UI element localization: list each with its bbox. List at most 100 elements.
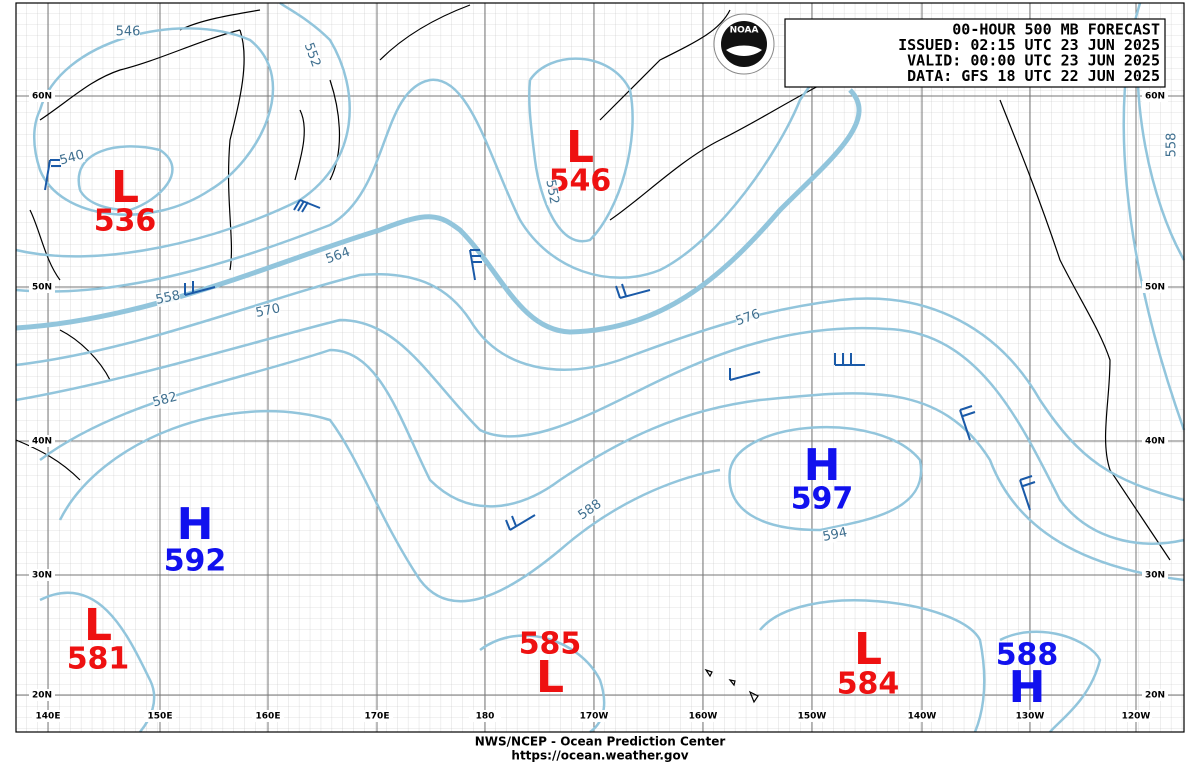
system-letter: L (84, 600, 112, 651)
system-letter: H (804, 440, 841, 491)
lat-label-bg (29, 90, 55, 102)
header-line: ISSUED: 02:15 UTC 23 JUN 2025 (898, 36, 1160, 54)
lon-label-bg (796, 710, 828, 722)
lon-label-bg (469, 710, 501, 722)
lat-label-bg (1142, 569, 1168, 581)
logo-text: NOAA (730, 26, 759, 36)
lon-label-bg (144, 710, 176, 722)
contour-label-bg (543, 178, 561, 206)
contour-label-group: 594 (821, 525, 848, 545)
lon-label-bg (578, 710, 610, 722)
header-line: 00-HOUR 500 MB FORECAST (952, 21, 1160, 39)
contour-label: 594 (821, 525, 848, 545)
height-contours (15, 1, 1186, 734)
latitude-label: 50N (32, 283, 52, 293)
latitude-label: 20N (32, 691, 52, 701)
latitude-label: 60N (1145, 92, 1165, 102)
contour-label-bg (116, 25, 140, 39)
contour-label-bg (324, 245, 352, 267)
system-value: 592 (164, 544, 227, 579)
longitude-label: 170E (365, 712, 390, 722)
contour-label: 540 (58, 148, 86, 169)
longitude-label: 150E (148, 712, 173, 722)
contour-label-bg (1165, 133, 1179, 157)
major-grid (16, 3, 1184, 732)
lat-label-bg (29, 689, 55, 701)
contour-label-group: 558 (154, 288, 181, 308)
lon-label-bg (906, 710, 938, 722)
lat-label-bg (29, 281, 55, 293)
system-letter: L (111, 162, 139, 213)
contour-label: 546 (116, 25, 141, 40)
contour-label-group: 558 (1165, 133, 1180, 158)
map-frame (15, 2, 1185, 733)
contour-label-bg (151, 390, 179, 410)
contour-label-bg (576, 497, 604, 523)
longitude-label: 160E (256, 712, 281, 722)
system-letter: L (566, 122, 594, 173)
lon-label-bg (361, 710, 393, 722)
logo: NOAA (713, 13, 775, 75)
lon-label-bg (1120, 710, 1152, 722)
longitude-label: 170W (580, 712, 609, 722)
latitude-label: 30N (32, 571, 52, 581)
system-letter: H (177, 499, 214, 550)
contour-label: 558 (1165, 133, 1180, 158)
longitude-label: 120W (1122, 712, 1151, 722)
contour-label-bg (734, 307, 762, 329)
header-line: DATA: GFS 18 UTC 22 JUN 2025 (907, 67, 1160, 85)
system-letter: L (854, 624, 882, 675)
lon-label-bg (32, 710, 64, 722)
system-value: 584 (837, 667, 900, 702)
latitude-label: 40N (32, 437, 52, 447)
contour-label: 552 (542, 178, 561, 205)
lon-label-bg (252, 710, 284, 722)
latitude-label: 40N (1145, 437, 1165, 447)
footer-bg (420, 733, 780, 764)
contour-label-group: 570 (254, 301, 281, 321)
longitude-label: 150W (798, 712, 827, 722)
lat-label-bg (29, 435, 55, 447)
contour-label: 570 (254, 301, 281, 321)
longitude-label: 140E (36, 712, 61, 722)
latitude-label: 50N (1145, 283, 1165, 293)
lon-label-bg (687, 710, 719, 722)
contour-label-group: 540 (58, 148, 86, 169)
system-letter: H (1009, 662, 1046, 713)
system-value: 588 (996, 638, 1059, 673)
system-value: 585 (519, 627, 582, 662)
contour-label-bg (58, 148, 86, 168)
contour-label: 582 (151, 390, 179, 411)
lat-label-bg (29, 569, 55, 581)
contour-label-group: 582 (151, 390, 179, 411)
system-letter: L (536, 652, 564, 703)
longitude-label: 160W (689, 712, 718, 722)
latitude-label: 20N (1145, 691, 1165, 701)
minor-grid (16, 3, 1184, 732)
longitude-label: 130W (1016, 712, 1045, 722)
contour-label-group: 546 (116, 25, 141, 40)
longitude-label: 180 (476, 712, 495, 722)
wind-barbs (44, 159, 1036, 531)
system-value: 597 (791, 482, 854, 517)
footer-line: https://ocean.weather.gov (511, 749, 688, 763)
longitude-label: 140W (908, 712, 937, 722)
system-value: 536 (94, 204, 157, 239)
contour-label-bg (821, 525, 849, 545)
contour-label-bg (154, 288, 182, 308)
lon-label-bg (1014, 710, 1046, 722)
latitude-label: 30N (1145, 571, 1165, 581)
lat-label-bg (1142, 90, 1168, 102)
contour-label-group: 552 (542, 178, 561, 205)
contour-label-bg (301, 41, 323, 69)
header-box (784, 18, 1166, 88)
lat-label-bg (1142, 689, 1168, 701)
latitude-label: 60N (32, 92, 52, 102)
contour-label: 558 (154, 288, 181, 308)
lat-label-bg (1142, 435, 1168, 447)
contour-label-bg (254, 301, 282, 321)
lat-label-bg (1142, 281, 1168, 293)
system-value: 581 (67, 642, 130, 677)
